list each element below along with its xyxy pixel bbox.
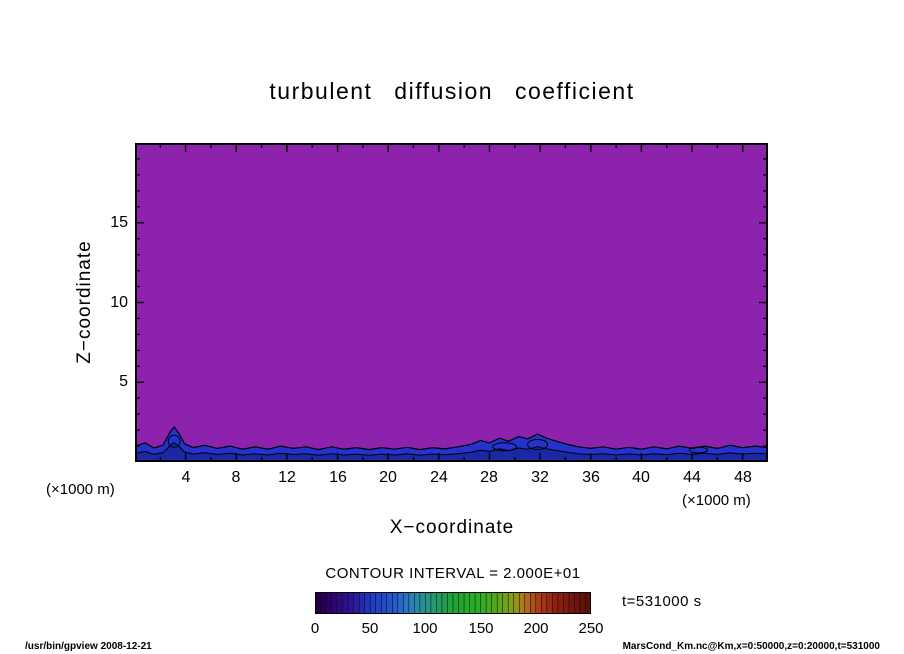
x-tick-label: 20 (379, 469, 397, 486)
x-tick-label: 4 (181, 469, 191, 486)
x-tick-label: 28 (480, 469, 498, 486)
x-tick-label: 12 (278, 469, 296, 486)
x-unit-right: (×1000 m) (682, 492, 751, 509)
x-unit-left: (×1000 m) (46, 481, 115, 498)
footer-command: /usr/bin/gpview 2008-12-21 (25, 641, 152, 652)
colorbar-tick-label: 200 (523, 620, 549, 637)
x-tick-label: 48 (734, 469, 752, 486)
x-tick-label: 44 (683, 469, 701, 486)
y-tick-label: 10 (110, 294, 128, 311)
x-tick-label: 40 (632, 469, 650, 486)
x-tick-label: 16 (329, 469, 347, 486)
colorbar-tick-label: 50 (361, 620, 379, 637)
y-tick-label: 15 (110, 214, 128, 231)
footer-dataset: MarsCond_Km.nc@Km,x=0:50000,z=0:20000,t=… (622, 641, 880, 652)
x-tick-label: 24 (430, 469, 448, 486)
contour-plot (135, 143, 768, 462)
colorbar-tick-label: 150 (468, 620, 494, 637)
colorbar-tick-label: 0 (310, 620, 320, 637)
x-tick-label: 32 (531, 469, 549, 486)
contour-interval-label: CONTOUR INTERVAL = 2.000E+01 (325, 565, 581, 582)
x-tick-label: 8 (231, 469, 241, 486)
colorbar-tick-label: 250 (578, 620, 604, 637)
y-tick-label: 5 (119, 373, 128, 390)
x-tick-label: 36 (582, 469, 600, 486)
x-axis-label: X−coordinate (389, 517, 515, 538)
plot-title: turbulent diffusion coefficient (269, 78, 635, 104)
time-label: t=531000 s (622, 593, 702, 610)
colorbar (315, 592, 591, 614)
colorbar-tick-label: 100 (412, 620, 438, 637)
